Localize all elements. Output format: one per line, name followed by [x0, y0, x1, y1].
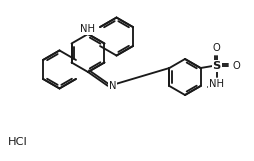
Text: N: N	[108, 81, 116, 91]
Text: O: O	[232, 61, 240, 71]
Text: NH: NH	[80, 24, 95, 34]
Text: HCl: HCl	[8, 137, 28, 147]
Text: S: S	[212, 61, 220, 71]
Text: NH: NH	[208, 79, 223, 89]
Text: O: O	[212, 43, 220, 53]
